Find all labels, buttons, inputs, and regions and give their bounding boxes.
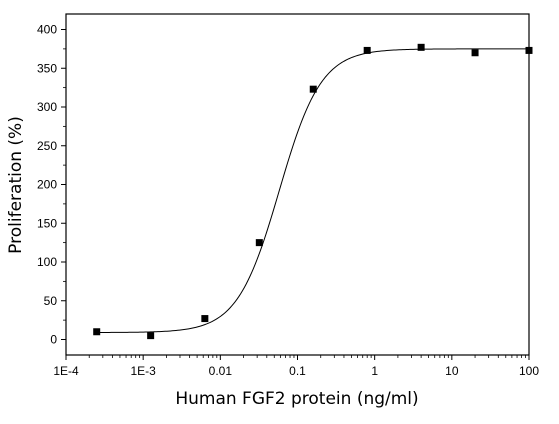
x-tick-label: 0.01	[209, 364, 233, 378]
data-point	[363, 46, 371, 54]
x-tick-label: 0.1	[289, 364, 306, 378]
data-point	[525, 46, 533, 54]
y-tick-label: 0	[50, 333, 57, 347]
data-points	[93, 43, 533, 340]
x-tick-label: 1E-3	[130, 364, 156, 378]
data-point	[255, 239, 263, 247]
x-tick-label: 10	[445, 364, 459, 378]
y-tick-label: 200	[37, 178, 57, 192]
data-point	[93, 328, 101, 336]
data-point	[417, 43, 425, 51]
y-tick-label: 100	[37, 255, 57, 269]
y-tick-label: 300	[37, 100, 57, 114]
x-tick-label: 1E-4	[53, 364, 79, 378]
y-tick-label: 400	[37, 23, 57, 37]
y-axis-title: Proliferation (%)	[6, 116, 26, 254]
x-axis-ticks: 1E-4 1E-3 0.01 0.1 1 10 100	[53, 355, 539, 378]
x-tick-label: 100	[519, 364, 539, 378]
data-point	[471, 49, 479, 57]
x-tick-label: 1	[371, 364, 378, 378]
axes	[65, 13, 530, 356]
y-tick-label: 250	[37, 139, 57, 153]
fit-curve	[96, 48, 529, 333]
data-point	[147, 332, 155, 340]
data-point	[309, 85, 317, 93]
y-tick-label: 50	[44, 294, 58, 308]
data-point	[201, 315, 209, 323]
x-axis-title: Human FGF2 protein (ng/ml)	[175, 389, 418, 409]
y-axis-ticks: 0 50 100 150 200 250 300 350 400	[37, 23, 66, 347]
y-tick-label: 350	[37, 61, 57, 75]
y-tick-label: 150	[37, 216, 57, 230]
plot-frame	[65, 13, 530, 356]
